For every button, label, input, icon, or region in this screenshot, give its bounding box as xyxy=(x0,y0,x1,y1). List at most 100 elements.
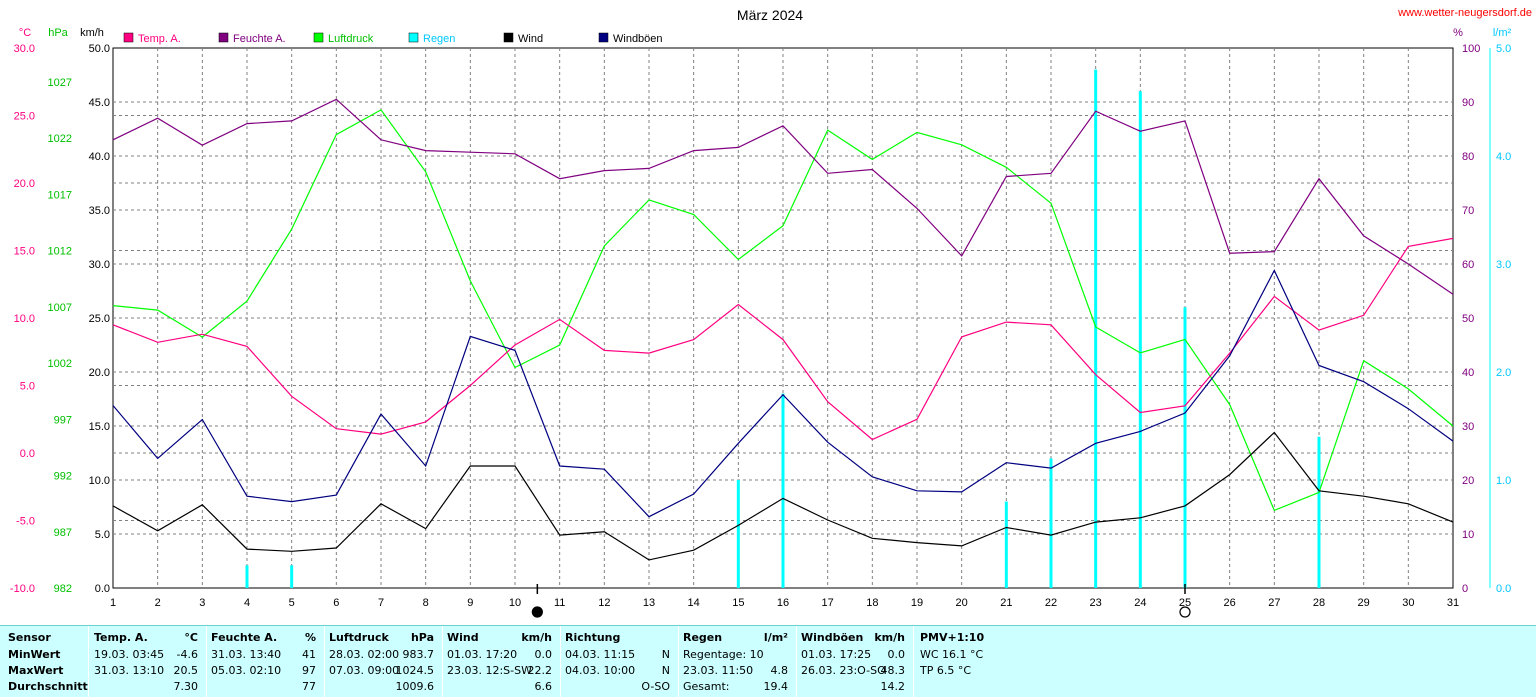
block-unit: l/m² xyxy=(763,631,788,644)
legend-label: Wind xyxy=(518,33,543,45)
series-line-windb-en xyxy=(112,269,1454,518)
axis-tick-rain: 3.0 xyxy=(1496,259,1511,271)
axis-tick-rain: 2.0 xyxy=(1496,367,1511,379)
max-date: 23.03. 11:50 xyxy=(683,664,754,677)
unit-temp: °C xyxy=(19,27,31,39)
axis-tick-day: 8 xyxy=(423,597,429,609)
unit-rain: l/m² xyxy=(1493,27,1512,39)
axis-tick-day: 22 xyxy=(1045,597,1057,609)
min-date: 31.03. 13:40 xyxy=(211,648,282,661)
block-title: Windböen xyxy=(801,631,864,644)
legend-swatch xyxy=(503,32,514,43)
pmv-title: PMV+1:10 xyxy=(920,631,985,644)
min-value: N xyxy=(661,648,670,661)
axis-tick-day: 23 xyxy=(1090,597,1102,609)
axis-tick-temp: 5.0 xyxy=(20,381,35,393)
series-line-wind xyxy=(112,431,1454,561)
axis-tick-wind: 15.0 xyxy=(89,421,110,433)
axis-tick-wind: 35.0 xyxy=(89,205,110,217)
axis-tick-pressure: 997 xyxy=(54,414,72,426)
axis-tick-temp: 30.0 xyxy=(14,43,35,55)
axis-tick-day: 7 xyxy=(378,597,384,609)
max-date: 04.03. 10:00 xyxy=(565,664,636,677)
table-row-labels: Sensor MinWert MaxWert Durchschnitt xyxy=(0,626,89,697)
axis-tick-humidity: 50 xyxy=(1462,313,1474,325)
axis-tick-pressure: 1027 xyxy=(48,77,72,89)
axis-tick-day: 17 xyxy=(822,597,834,609)
axis-tick-day: 3 xyxy=(199,597,205,609)
table-block: Luftdruck hPa 28.03. 02:00 983.7 07.03. 09:0… xyxy=(325,626,443,697)
axis-tick-day: 28 xyxy=(1313,597,1325,609)
axis-tick-wind: 25.0 xyxy=(89,313,110,325)
legend: Temp. A. Feuchte A. Luftdruck Regen Wind Wind… xyxy=(123,32,663,45)
min-date: Regentage: 10 xyxy=(683,648,764,661)
axis-tick-humidity: 10 xyxy=(1462,529,1474,541)
axis-tick-humidity: 20 xyxy=(1462,475,1474,487)
min-value: 983.7 xyxy=(402,648,435,661)
legend-swatch xyxy=(598,32,609,43)
watermark-link[interactable]: www.wetter-neugersdorf.de xyxy=(1397,7,1532,19)
min-value: 41 xyxy=(302,648,316,661)
axis-tick-day: 12 xyxy=(598,597,610,609)
legend-label: Luftdruck xyxy=(328,33,374,45)
axis-tick-pressure: 992 xyxy=(54,471,72,483)
axis-tick-wind: 30.0 xyxy=(89,259,110,271)
max-value: 22.2 xyxy=(527,664,553,677)
axis-tick-day: 19 xyxy=(911,597,923,609)
table-block: Regen l/m² Regentage: 10 23.03. 11:50 4.8 Ges… xyxy=(679,626,797,697)
legend-swatch xyxy=(218,32,229,43)
axis-tick-day: 11 xyxy=(554,597,565,609)
pmv-wc: WC 16.1 °C xyxy=(920,648,984,661)
axis-tick-humidity: 100 xyxy=(1462,43,1480,55)
avg-value: O-SO xyxy=(641,680,670,693)
axis-tick-humidity: 30 xyxy=(1462,421,1474,433)
block-unit: km/h xyxy=(874,631,905,644)
axis-tick-day: 10 xyxy=(509,597,521,609)
axis-tick-day: 20 xyxy=(956,597,968,609)
row-label-avg: Durchschnitt xyxy=(8,680,88,693)
series-line-temp-a xyxy=(112,237,1454,441)
axis-tick-wind: 10.0 xyxy=(89,475,110,487)
axes: 30.025.020.015.010.05.00.0-5.0-10.010271… xyxy=(10,43,1511,609)
row-label-max: MaxWert xyxy=(8,664,64,677)
table-block: Windböen km/h 01.03. 17:25 0.0 26.03. 23:O-S… xyxy=(797,626,914,697)
axis-tick-wind: 50.0 xyxy=(89,43,110,55)
axis-tick-day: 4 xyxy=(244,597,250,609)
block-title: Feuchte A. xyxy=(211,631,278,644)
axis-tick-day: 24 xyxy=(1134,597,1146,609)
legend-label: Feuchte A. xyxy=(233,33,286,45)
unit-wind: km/h xyxy=(80,27,104,39)
axis-tick-wind: 20.0 xyxy=(89,367,110,379)
series-line-luftdruck xyxy=(112,109,1454,512)
legend-swatch xyxy=(408,32,419,43)
axis-tick-day: 30 xyxy=(1402,597,1414,609)
block-title: Richtung xyxy=(565,631,621,644)
axis-tick-day: 9 xyxy=(467,597,473,609)
min-date: 19.03. 03:45 xyxy=(94,648,165,661)
avg-date: Gesamt: xyxy=(683,680,730,693)
axis-tick-day: 31 xyxy=(1447,597,1459,609)
weather-chart: 30.025.020.015.010.05.00.0-5.0-10.010271… xyxy=(9,7,1532,618)
axis-tick-temp: -5.0 xyxy=(16,516,35,528)
row-label-min: MinWert xyxy=(8,648,61,661)
axis-tick-pressure: 1017 xyxy=(48,189,72,201)
axis-tick-wind: 5.0 xyxy=(95,529,110,541)
legend-label: Temp. A. xyxy=(138,33,181,45)
axis-tick-temp: -10.0 xyxy=(10,583,35,595)
legend-swatch xyxy=(123,32,134,43)
unit-humidity: % xyxy=(1453,27,1463,39)
new-moon-icon xyxy=(531,606,543,618)
axis-tick-temp: 15.0 xyxy=(14,246,35,258)
pmv-tp: TP 6.5 °C xyxy=(920,664,972,677)
axis-tick-pressure: 1002 xyxy=(48,358,72,370)
axis-tick-temp: 25.0 xyxy=(14,111,35,123)
series-line-feuchte-a xyxy=(112,98,1454,295)
table-block: Temp. A. °C 19.03. 03:45 -4.6 31.03. 13:10 20… xyxy=(90,626,207,697)
min-date: 01.03. 17:25 xyxy=(801,648,872,661)
max-value: 97 xyxy=(302,664,316,677)
axis-tick-pressure: 1007 xyxy=(48,302,72,314)
axis-tick-day: 5 xyxy=(289,597,295,609)
axis-tick-day: 6 xyxy=(333,597,339,609)
max-date: 23.03. 12:S-SW xyxy=(447,664,532,677)
axis-tick-day: 2 xyxy=(155,597,161,609)
